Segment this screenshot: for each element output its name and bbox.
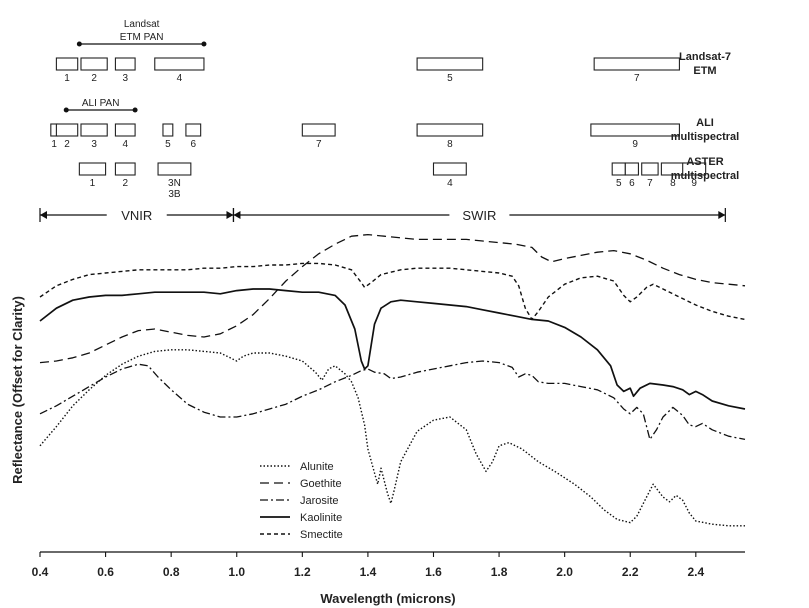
sensor-band-label: 2 xyxy=(64,139,70,150)
x-tick-label: 0.8 xyxy=(163,565,180,579)
sensor-band-box xyxy=(624,162,639,176)
range-label: SWIR xyxy=(462,208,496,223)
x-axis-title: Wavelength (microns) xyxy=(320,591,455,606)
pan-band-endpoint xyxy=(63,107,69,113)
sensor-band-box xyxy=(416,123,484,137)
sensor-name-label: ASTER xyxy=(686,156,723,168)
sensor-band-label: 5 xyxy=(165,139,171,150)
y-axis: Reflectance (Offset for Clarity) xyxy=(10,296,25,484)
sensor-band-label: 5 xyxy=(616,178,622,189)
sensor-band-label: 8 xyxy=(447,139,453,150)
range-label: VNIR xyxy=(121,208,152,223)
y-axis-title: Reflectance (Offset for Clarity) xyxy=(10,296,25,484)
sensor-band-label: 7 xyxy=(647,178,653,189)
sensor-band-box xyxy=(55,123,79,137)
sensor-band-box xyxy=(80,57,108,71)
sensor-band-box xyxy=(301,123,336,137)
x-tick-label: 1.8 xyxy=(491,565,508,579)
spectrum-line-goethite xyxy=(39,233,746,364)
range-arrow-head xyxy=(226,211,234,219)
sensor-band-box xyxy=(611,162,626,176)
sensor-band-box xyxy=(162,123,174,137)
sensor-band-box xyxy=(593,57,680,71)
spectral-ranges: VNIR SWIR xyxy=(39,208,726,223)
x-tick-label: 1.4 xyxy=(360,565,377,579)
sensor-band-label: 9 xyxy=(632,139,638,150)
sensor-band-label: 3B xyxy=(168,189,181,200)
sensor-band-box xyxy=(416,57,484,71)
sensor-band-box xyxy=(80,123,108,137)
x-tick-label: 1.2 xyxy=(294,565,311,579)
sensor-band-label: 4 xyxy=(122,139,128,150)
pan-band-endpoint xyxy=(201,41,207,47)
x-tick-label: 0.6 xyxy=(97,565,114,579)
pan-band-endpoint xyxy=(76,41,82,47)
sensor-band-box xyxy=(590,123,680,137)
legend-label: Goethite xyxy=(300,478,342,490)
sensor-band-label: 4 xyxy=(177,73,183,84)
sensor-band-label: 7 xyxy=(634,73,640,84)
spectrum-line-jarosite xyxy=(39,360,746,441)
sensor-band-box xyxy=(157,162,192,176)
pan-band-label: Landsat xyxy=(124,19,160,30)
sensor-band-label: 6 xyxy=(629,178,635,189)
range-arrow-head xyxy=(233,211,241,219)
sensor-band-label: 1 xyxy=(90,178,96,189)
sensor-band-label: 1 xyxy=(51,139,57,150)
sensor-band-box xyxy=(114,57,136,71)
sensor-band-label: 7 xyxy=(316,139,322,150)
sensor-band-box xyxy=(185,123,202,137)
sensor-band-label: 4 xyxy=(447,178,453,189)
range-arrow-head xyxy=(718,211,726,219)
pan-band-label: ALI PAN xyxy=(82,98,120,109)
sensor-band-label: 3 xyxy=(91,139,97,150)
spectrum-line-smectite xyxy=(39,262,746,321)
sensor-band-box xyxy=(154,57,205,71)
sensor-band-box xyxy=(641,162,659,176)
legend-label: Kaolinite xyxy=(300,512,342,524)
x-axis: Wavelength (microns) 0.4 0.6 0.8 1.0 1.2 1.4 1… xyxy=(32,551,745,606)
x-tick-label: 2.0 xyxy=(556,565,573,579)
legend-label: Smectite xyxy=(300,529,343,541)
spectra-plot-area xyxy=(39,233,746,527)
sensor-band-box xyxy=(114,123,136,137)
range-arrow-head xyxy=(40,211,47,219)
sensor-band-box xyxy=(432,162,467,176)
spectrum-line-alunite xyxy=(39,349,745,527)
spectrum-line-kaolinite xyxy=(39,288,746,410)
sensor-name-label: Landsat-7 xyxy=(679,51,731,63)
x-tick-label: 1.6 xyxy=(425,565,442,579)
sensor-band-box xyxy=(55,57,79,71)
sensor-name-label: ETM xyxy=(693,65,716,77)
x-tick-label: 2.4 xyxy=(687,565,704,579)
x-tick-label: 2.2 xyxy=(622,565,639,579)
x-tick-label: 1.0 xyxy=(228,565,245,579)
sensor-name-label: multispectral xyxy=(671,131,739,143)
sensor-band-label: 5 xyxy=(447,73,453,84)
sensor-name-label: ALI xyxy=(696,117,714,129)
sensor-band-box xyxy=(114,162,136,176)
sensor-band-label: 2 xyxy=(91,73,97,84)
sensor-band-box xyxy=(78,162,107,176)
sensor-band-label: 2 xyxy=(122,178,128,189)
legend-label: Jarosite xyxy=(300,495,339,507)
legend-label: Alunite xyxy=(300,461,334,473)
sensor-band-label: 3N xyxy=(168,178,181,189)
sensor-band-label: 8 xyxy=(670,178,676,189)
sensor-band-label: 3 xyxy=(122,73,128,84)
sensor-band-label: 1 xyxy=(64,73,70,84)
x-tick-label: 0.4 xyxy=(32,565,49,579)
sensor-band-label: 9 xyxy=(691,178,697,189)
sensor-name-label: multispectral xyxy=(671,170,739,182)
sensor-band-box xyxy=(682,162,707,176)
pan-band-label: ETM PAN xyxy=(120,32,164,43)
legend: Alunite Goethite Jarosite Kaolinite Smectite xyxy=(260,461,343,541)
sensor-band-label: 6 xyxy=(191,139,197,150)
pan-band-endpoint xyxy=(132,107,138,113)
